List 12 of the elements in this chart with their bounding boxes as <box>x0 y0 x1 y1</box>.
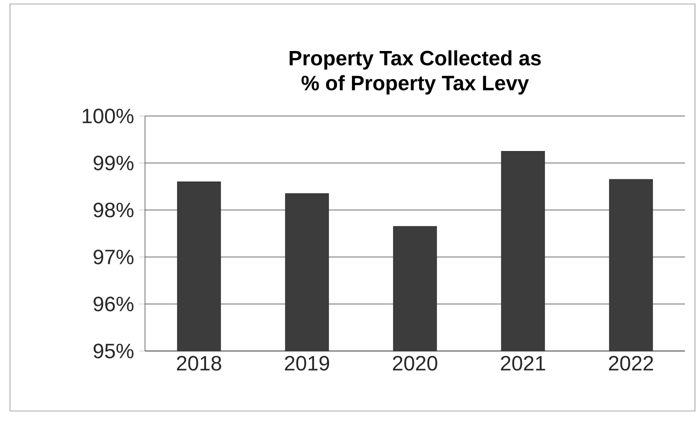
y-tick-label: 96% <box>94 296 134 312</box>
chart-title: Property Tax Collected as % of Property Tax Levy <box>290 50 541 94</box>
x-tick-label: 2018 <box>176 356 222 371</box>
y-tick-label: 98% <box>94 202 134 218</box>
x-tick-label: 2021 <box>500 356 546 371</box>
x-tick-label: 2020 <box>392 356 438 371</box>
x-tick-label: 2019 <box>284 356 330 371</box>
y-tick-label: 97% <box>94 250 134 264</box>
y-tick-label: 99% <box>94 156 134 170</box>
x-tick-label: 2022 <box>608 356 654 371</box>
y-tick-label: 95% <box>94 344 134 358</box>
y-tick-label: 100% <box>82 108 134 124</box>
